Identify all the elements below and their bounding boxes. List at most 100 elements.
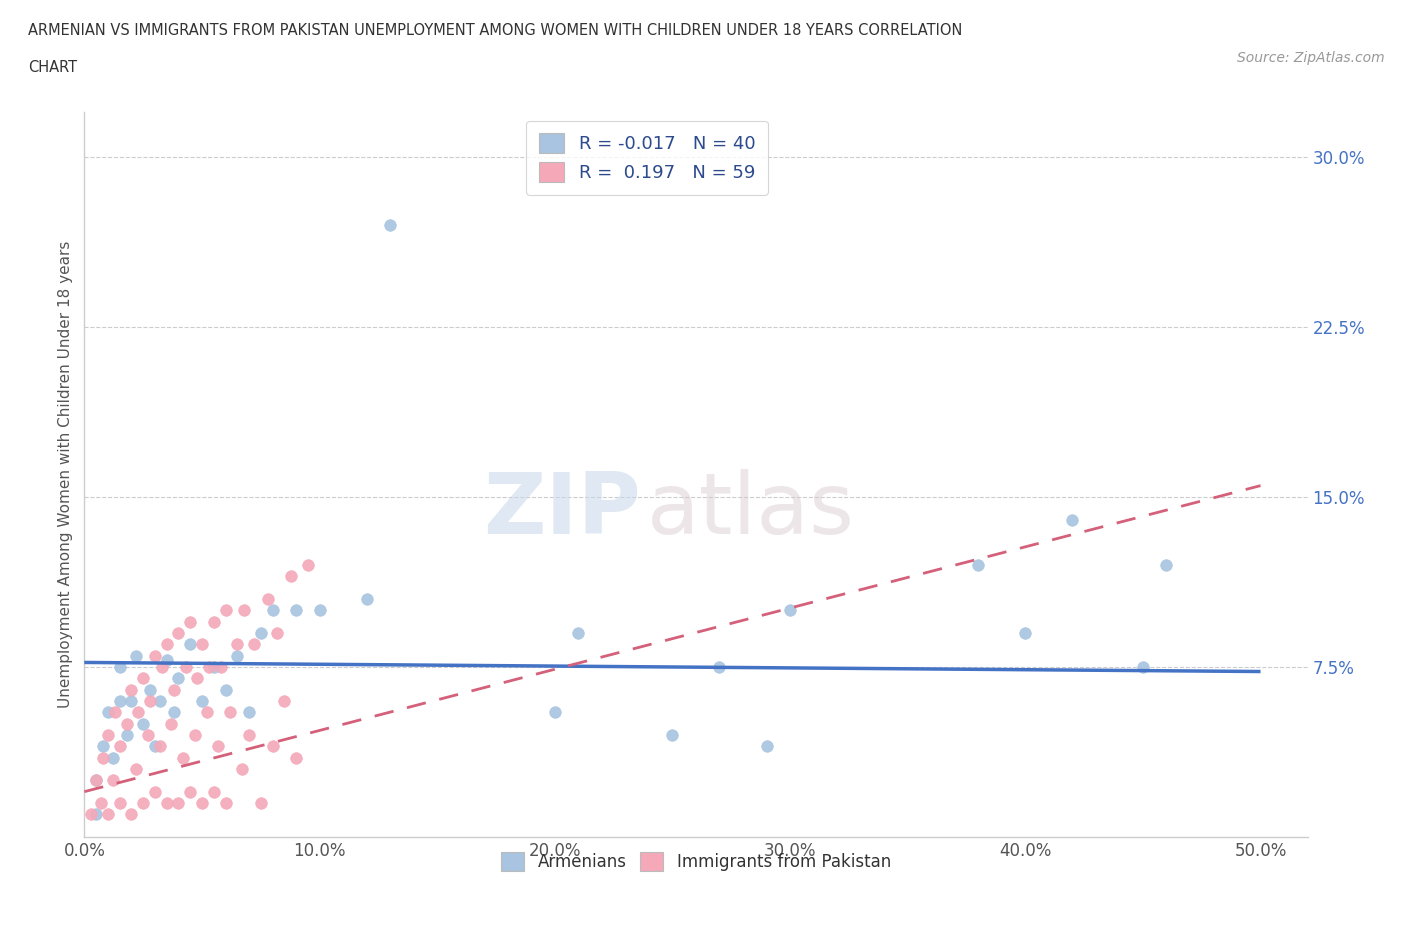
Point [156,795,179,810]
Point [297,558,319,573]
Text: ARMENIAN VS IMMIGRANTS FROM PAKISTAN UNEMPLOYMENT AMONG WOMEN WITH CHILDREN UNDE: ARMENIAN VS IMMIGRANTS FROM PAKISTAN UNE… [28,23,963,38]
Point [143,784,166,799]
Point [191,795,214,810]
Point [163,705,186,720]
Point [139,694,162,709]
Text: atlas: atlas [647,469,855,552]
Point [160,716,183,731]
Point [156,653,179,668]
Point [709,659,731,674]
Point [285,603,308,618]
Point [1156,558,1178,573]
Point [127,705,149,720]
Point [136,727,159,742]
Point [238,727,260,742]
Point [214,603,236,618]
Point [191,694,214,709]
Point [97,807,120,822]
Point [1014,626,1036,641]
Point [172,751,194,765]
Point [84,773,107,788]
Point [174,659,197,674]
Point [184,727,207,742]
Point [280,569,302,584]
Point [108,795,131,810]
Point [242,637,264,652]
Point [167,795,190,810]
Point [257,591,280,606]
Point [132,795,155,810]
Text: ZIP: ZIP [484,469,641,552]
Point [186,671,208,685]
Point [226,648,249,663]
Legend: Armenians, Immigrants from Pakistan: Armenians, Immigrants from Pakistan [492,844,900,880]
Point [249,626,271,641]
Point [97,727,120,742]
Point [91,751,114,765]
Point [108,738,131,753]
Point [132,716,155,731]
Point [156,637,179,652]
Point [214,795,236,810]
Point [195,705,218,720]
Point [380,218,402,232]
Point [108,659,131,674]
Point [202,784,225,799]
Point [143,738,166,753]
Point [84,807,107,822]
Point [544,705,567,720]
Point [139,683,162,698]
Point [120,683,142,698]
Point [273,694,295,709]
Point [120,694,142,709]
Point [779,603,801,618]
Point [249,795,271,810]
Y-axis label: Unemployment Among Women with Children Under 18 years: Unemployment Among Women with Children U… [58,241,73,708]
Point [80,807,103,822]
Point [202,659,225,674]
Point [356,591,378,606]
Point [179,614,201,629]
Point [285,751,308,765]
Point [125,648,148,663]
Point [143,648,166,663]
Point [967,558,990,573]
Text: CHART: CHART [28,60,77,75]
Point [1132,659,1154,674]
Point [233,603,256,618]
Point [167,626,190,641]
Point [231,762,253,777]
Point [198,659,221,674]
Point [115,716,138,731]
Point [90,795,112,810]
Point [163,683,186,698]
Point [125,762,148,777]
Point [661,727,683,742]
Point [101,773,124,788]
Point [149,694,172,709]
Point [226,637,249,652]
Point [207,738,229,753]
Point [115,727,138,742]
Point [262,738,284,753]
Point [179,784,201,799]
Point [179,637,201,652]
Point [108,694,131,709]
Point [266,626,288,641]
Point [120,807,142,822]
Point [167,671,190,685]
Point [97,705,120,720]
Point [101,751,124,765]
Point [262,603,284,618]
Point [238,705,260,720]
Point [149,738,172,753]
Point [567,626,589,641]
Point [84,773,107,788]
Point [219,705,242,720]
Point [308,603,330,618]
Point [104,705,127,720]
Text: Source: ZipAtlas.com: Source: ZipAtlas.com [1237,51,1385,65]
Point [214,683,236,698]
Point [150,659,173,674]
Point [209,659,232,674]
